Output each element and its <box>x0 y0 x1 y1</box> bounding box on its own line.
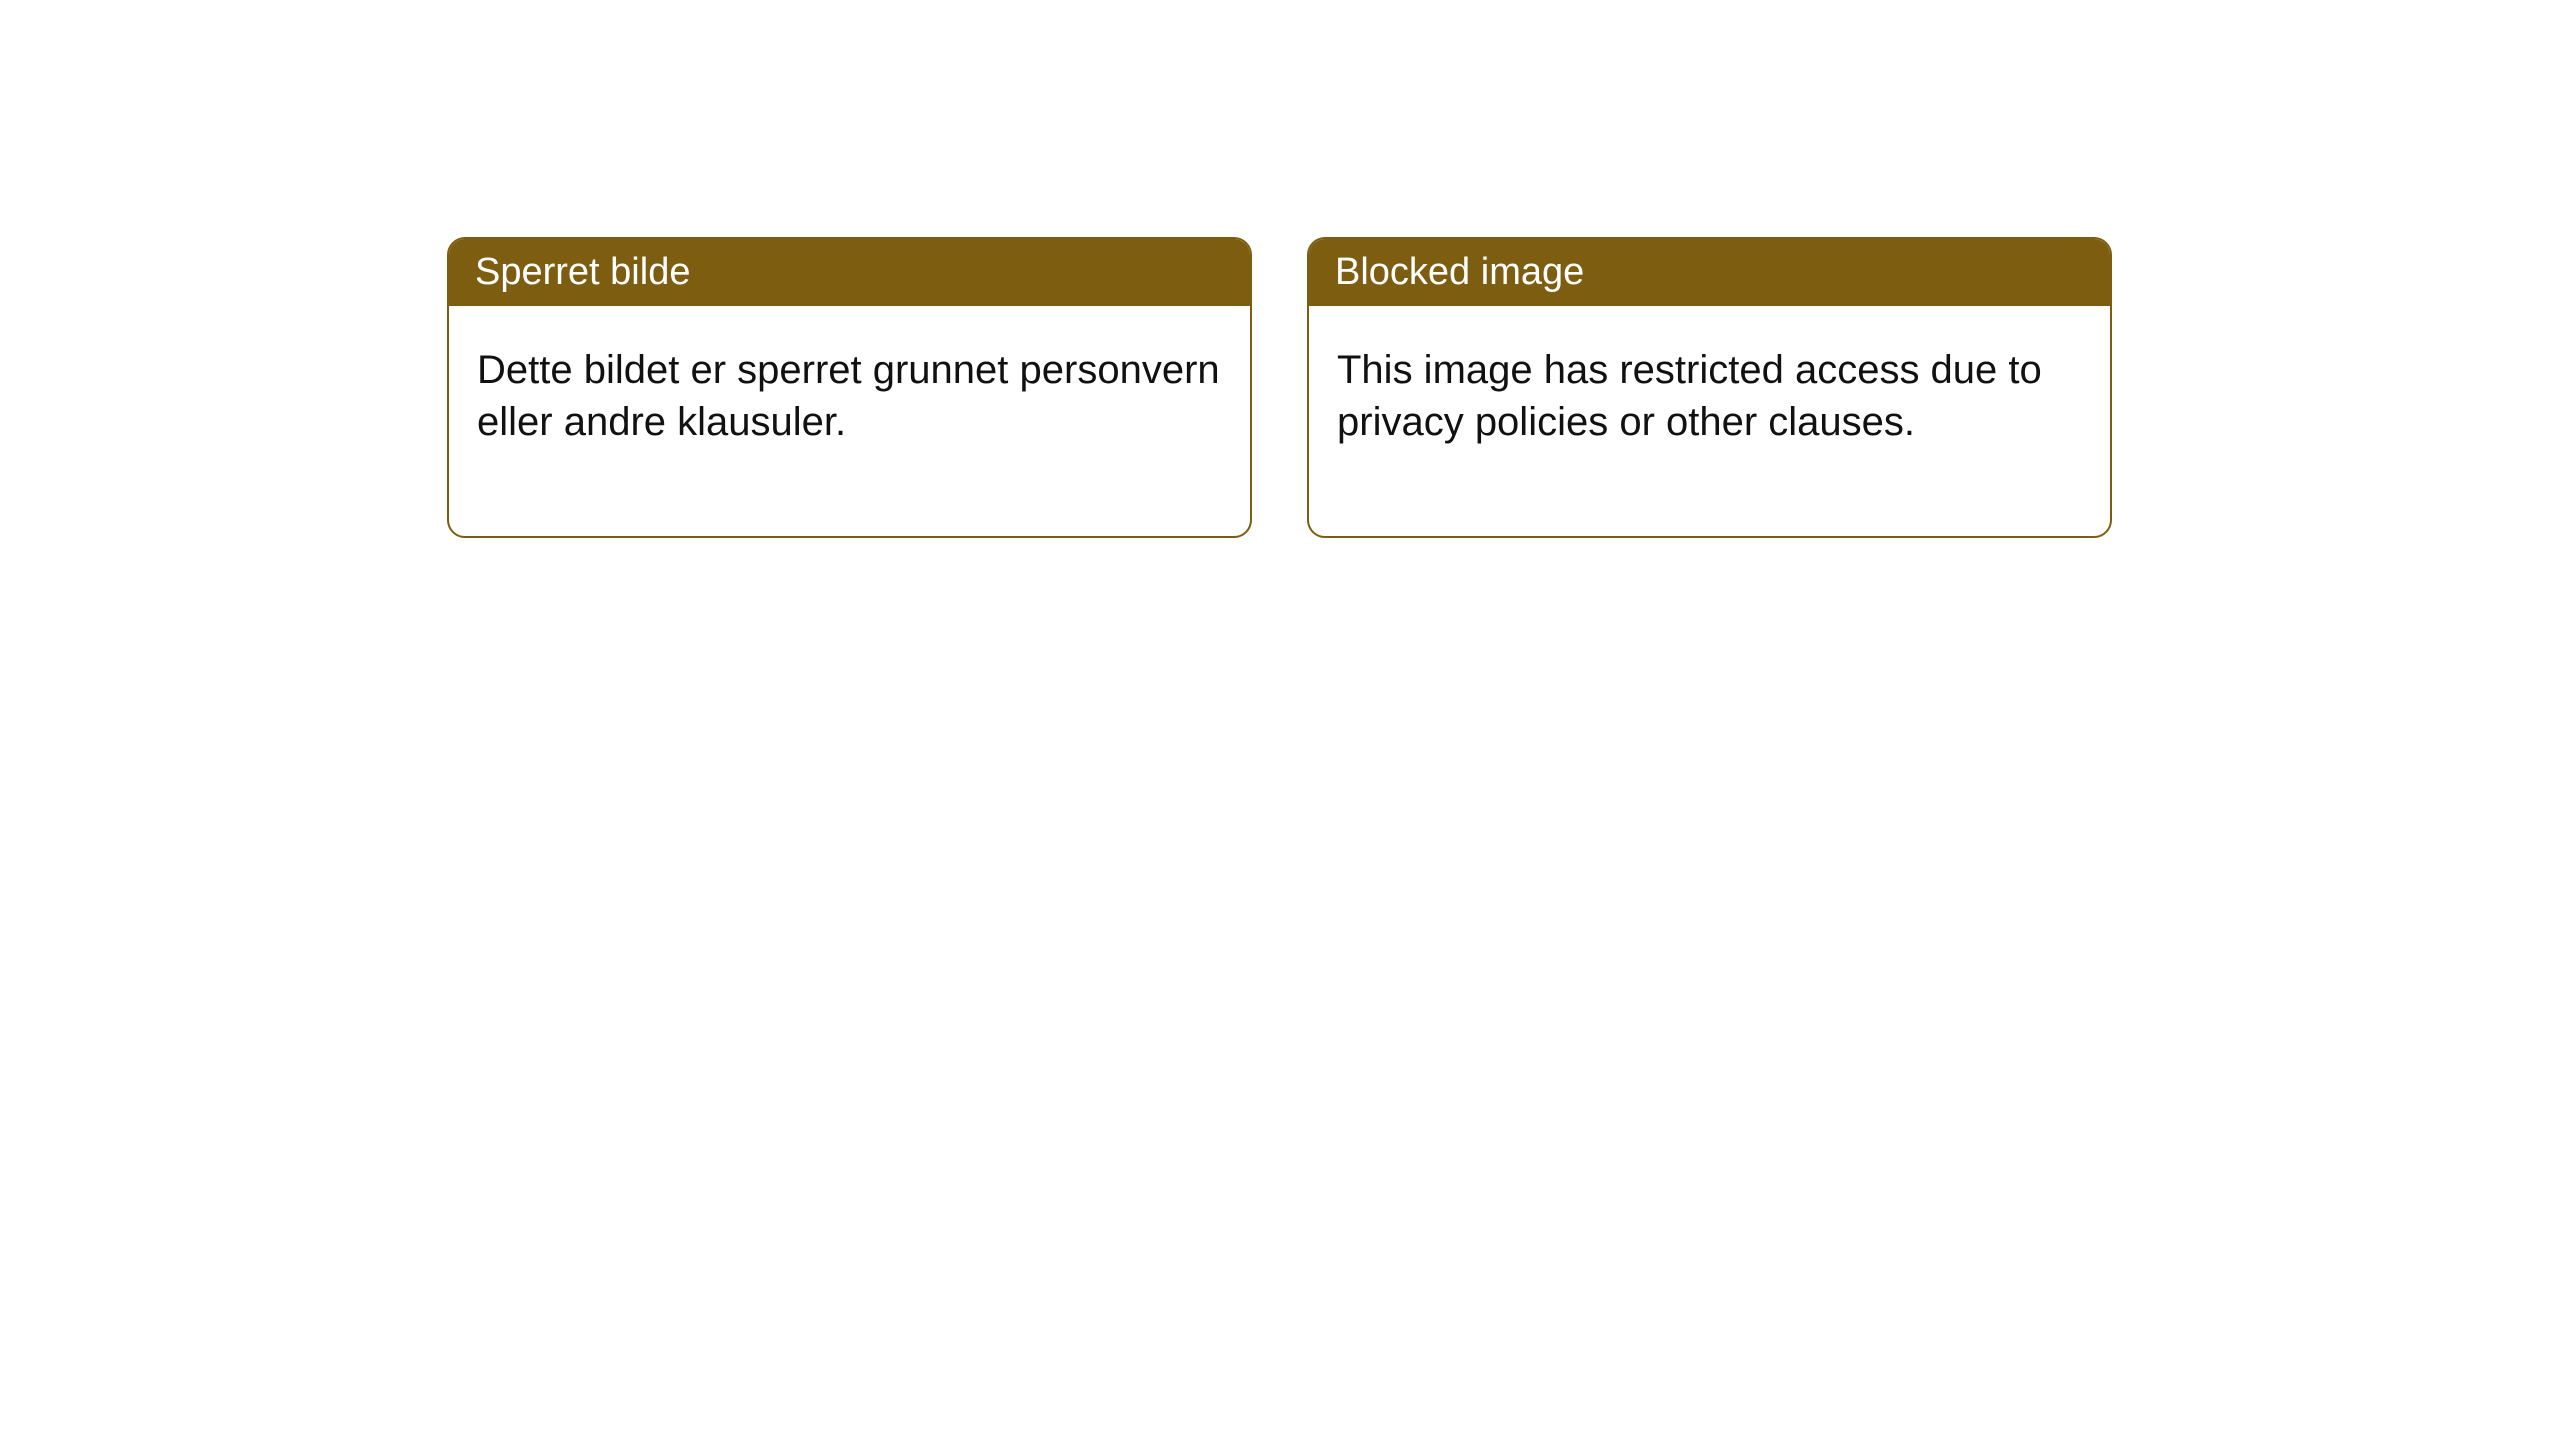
notice-body: Dette bildet er sperret grunnet personve… <box>449 306 1250 536</box>
notice-card-norwegian: Sperret bilde Dette bildet er sperret gr… <box>447 237 1252 538</box>
notice-title: Sperret bilde <box>475 251 690 293</box>
notice-body-text: This image has restricted access due to … <box>1337 348 2042 444</box>
notice-header: Blocked image <box>1309 239 2110 306</box>
notice-card-english: Blocked image This image has restricted … <box>1307 237 2112 538</box>
notice-cards-container: Sperret bilde Dette bildet er sperret gr… <box>447 237 2112 538</box>
notice-header: Sperret bilde <box>449 239 1250 306</box>
notice-body: This image has restricted access due to … <box>1309 306 2110 536</box>
notice-body-text: Dette bildet er sperret grunnet personve… <box>477 348 1220 444</box>
notice-title: Blocked image <box>1335 251 1584 293</box>
